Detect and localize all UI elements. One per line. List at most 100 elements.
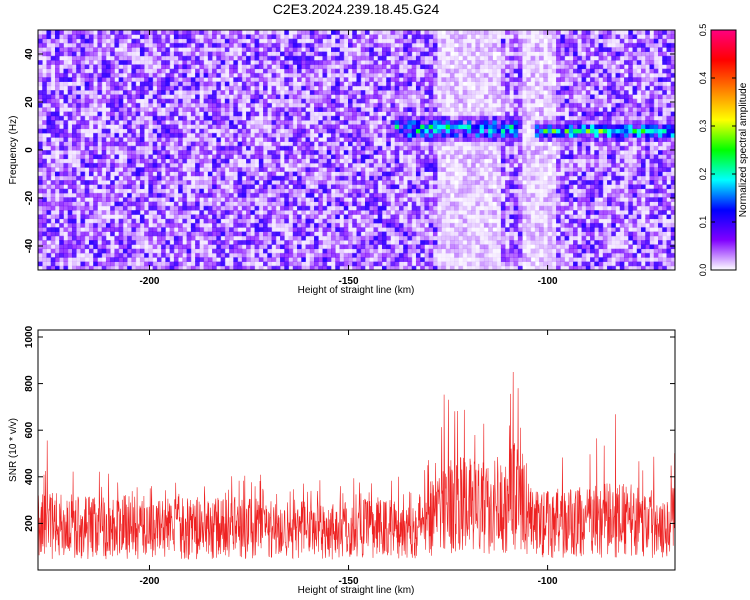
- spectrogram-cell: [139, 30, 145, 35]
- spectrogram-cell: [54, 248, 60, 254]
- spectrogram-cell: [246, 154, 251, 160]
- spectrogram-cell: [297, 261, 302, 267]
- spectrogram-cell: [246, 180, 251, 185]
- spectrogram-cell: [88, 265, 94, 271]
- spectrogram-cell: [88, 124, 94, 130]
- spectrogram-cell: [76, 175, 81, 181]
- spectrogram-cell: [331, 210, 336, 215]
- spectrogram-cell: [67, 38, 73, 44]
- spectrogram-cell: [46, 227, 52, 232]
- spectrogram-cell: [127, 64, 132, 70]
- spectrogram-cell: [288, 55, 294, 61]
- spectrogram-cell: [352, 145, 357, 151]
- spectrogram-cell: [233, 111, 239, 117]
- spectrogram-cell: [212, 30, 217, 35]
- spectrogram-cell: [186, 248, 192, 254]
- spectrogram-cell: [314, 227, 319, 232]
- spectrogram-cell: [229, 115, 234, 121]
- spectrogram-cell: [263, 34, 268, 40]
- spectrogram-cell: [275, 261, 281, 267]
- spectrogram-cell: [127, 235, 132, 241]
- spectrogram-cell: [203, 201, 209, 207]
- spectrogram-cell: [165, 257, 171, 262]
- spectrogram-cell: [135, 184, 141, 190]
- spectrogram-cell: [195, 248, 200, 254]
- spectrogram-cell: [364, 218, 370, 224]
- spectrogram-cell: [229, 240, 234, 245]
- spectrogram-cell: [169, 42, 175, 48]
- spectrogram-cell: [127, 171, 132, 177]
- spectrogram-cell: [407, 128, 413, 134]
- spectrogram-cell: [114, 235, 120, 241]
- spectrogram-cell: [258, 154, 264, 160]
- spectrogram-cell: [275, 162, 281, 168]
- spectrogram-cell: [373, 180, 379, 185]
- spectrogram-cell: [288, 47, 294, 52]
- spectrogram-cell: [88, 98, 94, 104]
- spectrogram-cell: [127, 77, 132, 82]
- spectrogram-cell: [127, 34, 132, 40]
- spectrogram-cell: [105, 34, 111, 40]
- spectrogram-cell: [42, 128, 47, 134]
- spectrogram-cell: [93, 150, 98, 155]
- spectrogram-cell: [271, 188, 277, 194]
- spectrogram-cell: [411, 85, 417, 91]
- spectrogram-cell: [326, 261, 332, 267]
- spectrogram-cell: [80, 60, 86, 65]
- spectrogram-cell: [369, 132, 374, 138]
- spectrogram-cell: [271, 197, 277, 202]
- spectrogram-cell: [258, 201, 264, 207]
- spectrogram-cell: [135, 201, 141, 207]
- spectrogram-cell: [369, 98, 374, 104]
- spectrogram-cell: [224, 102, 230, 108]
- spectrogram-cell: [246, 257, 251, 262]
- spectrogram-cell: [411, 154, 417, 160]
- spectrogram-cell: [258, 120, 264, 125]
- spectrogram-cell: [275, 227, 281, 232]
- spectrogram-cell: [63, 98, 69, 104]
- spectrogram-cell: [280, 248, 285, 254]
- spectrogram-cell: [377, 55, 383, 61]
- spectrogram-cell: [373, 145, 379, 151]
- spectrogram-cell: [229, 248, 234, 254]
- spectrogram-cell: [331, 248, 336, 254]
- spectrogram-cell: [178, 175, 183, 181]
- spectrogram-cell: [386, 171, 391, 177]
- spectrogram-cell: [148, 42, 154, 48]
- spectrogram-cell: [59, 34, 64, 40]
- spectrogram-cell: [131, 265, 137, 271]
- spectrogram-cell: [173, 55, 179, 61]
- spectrogram-cell: [88, 38, 94, 44]
- spectrogram-cell: [411, 30, 417, 35]
- spectrogram-cell: [246, 102, 251, 108]
- spectrogram-cell: [369, 218, 374, 224]
- spectrogram-cell: [309, 30, 315, 35]
- spectrogram-cell: [165, 94, 171, 100]
- spectrogram-cell: [165, 107, 171, 112]
- spectrogram-cell: [114, 261, 120, 267]
- spectrogram-cell: [127, 257, 132, 262]
- spectrogram-cell: [190, 167, 196, 172]
- spectrogram-cell: [203, 98, 209, 104]
- spectrogram-cell: [381, 124, 387, 130]
- spectrogram-cell: [309, 205, 315, 211]
- spectrogram-cell: [301, 201, 307, 207]
- spectrogram-cell: [220, 64, 226, 70]
- spectrogram-cell: [390, 38, 396, 44]
- spectrogram-cell: [88, 120, 94, 125]
- spectrogram-cell: [71, 38, 77, 44]
- spectrogram-cell: [190, 55, 196, 61]
- spectrogram-cell: [318, 235, 324, 241]
- spectrogram-cell: [97, 188, 103, 194]
- spectrogram-cell: [144, 231, 149, 237]
- spectrogram-cell: [237, 60, 243, 65]
- spectrogram-cell: [216, 201, 222, 207]
- spectrogram-cell: [216, 102, 222, 108]
- spectrogram-cell: [403, 210, 408, 215]
- spectrogram-cell: [148, 85, 154, 91]
- spectrogram-cell: [326, 38, 332, 44]
- spectrogram-cell: [84, 30, 90, 35]
- spectrogram-cell: [80, 90, 86, 95]
- spectrogram-cell: [212, 72, 217, 78]
- spectrogram-cell: [182, 124, 188, 130]
